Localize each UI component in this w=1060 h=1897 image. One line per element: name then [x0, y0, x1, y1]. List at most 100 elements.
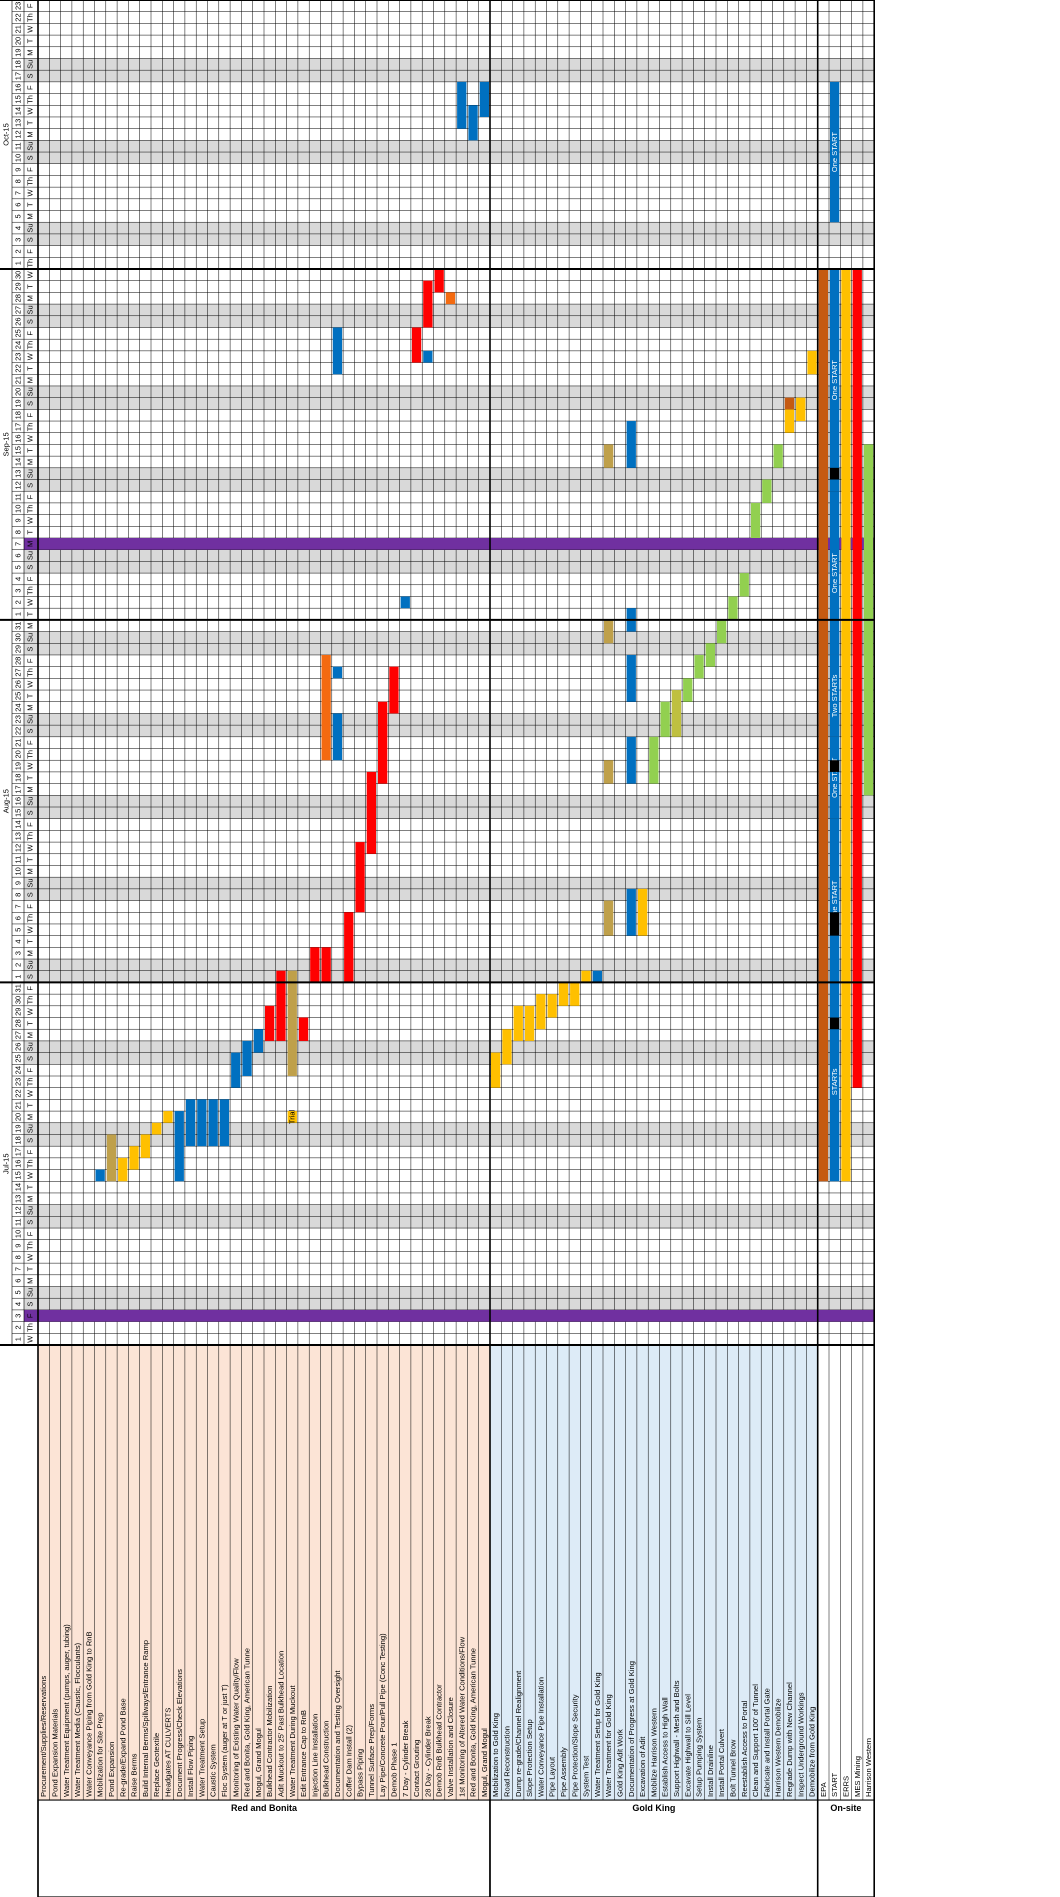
task-bar [683, 678, 693, 702]
task-bar [242, 1040, 252, 1076]
month-label: Sep-15 [1, 432, 10, 456]
task-bar [649, 736, 659, 784]
task-bar [321, 654, 331, 761]
weekend-shade [24, 152, 875, 164]
day-number: 16 [13, 797, 22, 805]
task-bar [750, 502, 761, 538]
day-number: 1 [13, 261, 22, 265]
weekday-label: Th [25, 177, 34, 186]
day-number: 20 [13, 750, 22, 758]
weekend-shade [24, 140, 875, 153]
weekday-label: F [25, 904, 34, 909]
day-number: 14 [13, 1183, 22, 1191]
day-number: 17 [13, 423, 22, 431]
day-number: 4 [13, 939, 22, 943]
weekday-label: Th [25, 832, 34, 841]
day-number: 16 [13, 1160, 22, 1168]
day-number: 22 [13, 1089, 22, 1097]
weekday-label: W [25, 270, 34, 278]
task-bar [185, 1099, 196, 1147]
task-label: Floc System (auger at T or just T) [220, 1684, 229, 1797]
day-number: 21 [13, 739, 22, 747]
weekday-label: M [25, 868, 34, 874]
day-number: 27 [13, 668, 22, 676]
weekday-label: S [25, 892, 34, 897]
day-number: 15 [13, 1171, 22, 1179]
month-label: Aug-15 [1, 789, 10, 813]
task-label: Road Reconstruction [502, 1726, 511, 1797]
day-number: 9 [13, 881, 22, 885]
weekend-shade [24, 807, 875, 819]
task-label: Excavation of Adit [638, 1736, 647, 1797]
day-number: 9 [13, 168, 22, 172]
task-label: 1st Monitoring of Altered Water Conditio… [457, 1636, 466, 1797]
task-label: Adit Muckout to 25' Past Bulkhead Locati… [276, 1651, 285, 1797]
day-number: 1 [13, 1337, 22, 1341]
task-bar [457, 81, 467, 129]
weekday-label: M [25, 295, 34, 301]
bar-label: Trial [288, 1109, 297, 1124]
task-label: Lay Pipe/Concrete Pour/Pull Pipe (Conc T… [378, 1633, 387, 1797]
task-bar [626, 421, 636, 468]
day-number: 21 [13, 376, 22, 384]
task-bar [332, 713, 343, 761]
task-label: Regrade Dump with New Channel [785, 1682, 794, 1797]
weekday-label: Su [25, 387, 34, 396]
weekday-label: F [25, 331, 34, 336]
day-number: 14 [13, 107, 22, 115]
day-number: 22 [13, 13, 22, 21]
day-number: 17 [13, 785, 22, 793]
weekday-label: F [25, 1067, 34, 1072]
weekday-label: Su [25, 551, 34, 560]
task-bar [106, 1134, 117, 1182]
weekend-shade [24, 1286, 875, 1299]
day-number: 20 [13, 1113, 22, 1121]
task-bar [830, 467, 840, 480]
task-bar [344, 912, 354, 983]
task-label: Reestablish Access to Portal [740, 1700, 749, 1797]
weekend-shade [24, 795, 875, 807]
task-label: Demobilize from Gold King [808, 1707, 817, 1797]
task-label: Mobilization to Gold King [491, 1713, 500, 1797]
task-bar [784, 397, 795, 410]
task-bar [830, 912, 840, 936]
day-number: 17 [13, 1148, 22, 1156]
day-number: 21 [13, 25, 22, 33]
weekday-label: Th [25, 914, 34, 923]
weekend-shade [24, 888, 875, 901]
task-label: Clean and Support 100' of Tunnel [751, 1684, 760, 1797]
weekday-label: W [25, 762, 34, 770]
weekday-label: T [25, 284, 34, 289]
weekday-label: W [25, 1171, 34, 1179]
weekday-label: Su [25, 60, 34, 69]
day-number: 26 [13, 317, 22, 325]
task-label: Bypass Piping [356, 1749, 365, 1797]
task-label: Monitoring of Existing Water Quality/Flo… [231, 1658, 240, 1797]
task-bar [524, 1005, 535, 1041]
day-number: 26 [13, 1043, 22, 1051]
task-bar [513, 1005, 523, 1041]
task-label: Install Portal Culvert [717, 1728, 726, 1797]
day-number: 29 [13, 1008, 22, 1016]
task-label: Pipe Assembly [559, 1747, 568, 1797]
weekday-label: Su [25, 1206, 34, 1215]
day-number: 18 [13, 1136, 22, 1144]
task-bar [434, 269, 444, 293]
task-bar [660, 701, 670, 737]
task-label: Re-grade/Expand Pond Base [118, 1698, 127, 1797]
weekday-label: W [25, 352, 34, 360]
day-number: 31 [13, 984, 22, 992]
day-number: 2 [13, 600, 22, 604]
task-bar [366, 771, 377, 854]
weekday-label: S [25, 728, 34, 733]
month-label: Jul-15 [1, 1153, 10, 1173]
task-label: Water Treatment Setup [197, 1719, 206, 1797]
weekday-label: Th [25, 259, 34, 268]
task-label: Headgates AT CULVERTS [163, 1708, 172, 1797]
day-number: 6 [13, 916, 22, 920]
task-label: Pond Expansion Materials [50, 1709, 59, 1797]
day-number: 7 [13, 904, 22, 908]
task-label: Excavate Highwall to Sill Level [683, 1694, 692, 1797]
task-bar [671, 690, 682, 737]
